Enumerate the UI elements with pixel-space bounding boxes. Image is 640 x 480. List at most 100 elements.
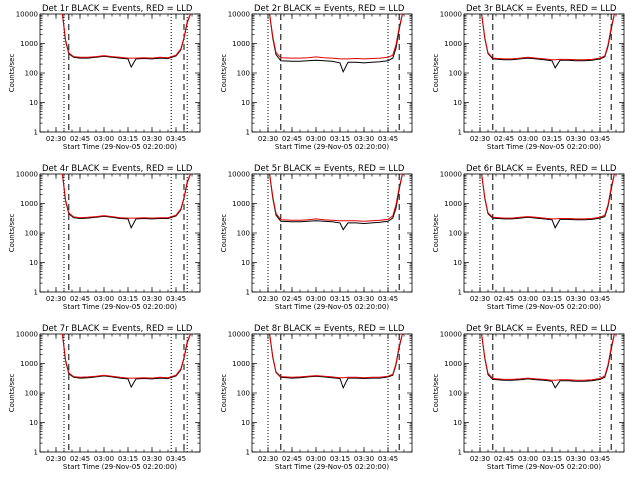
x-tick-label: 03:30 xyxy=(566,455,586,463)
y-tick-label: 10000 xyxy=(228,171,250,179)
y-tick-label: 10000 xyxy=(228,331,250,339)
y-tick-label: 10 xyxy=(241,259,250,267)
x-axis-label: Start Time (29-Nov-05 02:20:00) xyxy=(63,463,177,471)
detector-panel-5: Det 5r BLACK = Events, RED = LLD 1 10 100 10… xyxy=(220,164,413,311)
x-tick-label: 02:30 xyxy=(46,295,66,303)
x-tick-label: 02:30 xyxy=(470,455,490,463)
y-tick-label: 10000 xyxy=(16,171,38,179)
y-tick-label: 1000 xyxy=(232,200,250,208)
x-tick-label: 03:00 xyxy=(306,135,326,143)
detector-panel-7: Det 7r BLACK = Events, RED = LLD 1 10 100 10… xyxy=(8,324,201,471)
y-tick-label: 1000 xyxy=(444,360,462,368)
detector-panel-3: Det 3r BLACK = Events, RED = LLD 1 10 100 10… xyxy=(432,4,625,151)
x-tick-label: 03:45 xyxy=(590,295,610,303)
x-axis-label: Start Time (29-Nov-05 02:20:00) xyxy=(275,143,389,151)
x-tick-label: 03:15 xyxy=(542,455,562,463)
x-tick-label: 03:15 xyxy=(118,135,138,143)
y-tick-label: 1 xyxy=(458,449,462,457)
y-axis-label: Counts/sec xyxy=(220,214,228,253)
x-tick-label: 03:00 xyxy=(94,135,114,143)
y-tick-label: 10000 xyxy=(16,331,38,339)
x-tick-label: 02:45 xyxy=(282,135,302,143)
y-tick-label: 10 xyxy=(453,419,462,427)
chart-title: Det 4r BLACK = Events, RED = LLD xyxy=(42,164,193,174)
x-axis-label: Start Time (29-Nov-05 02:20:00) xyxy=(487,143,601,151)
events-series-line xyxy=(61,334,191,389)
x-tick-label: 03:30 xyxy=(566,135,586,143)
lld-series-line xyxy=(269,334,403,379)
x-tick-label: 03:00 xyxy=(518,295,538,303)
y-tick-label: 100 xyxy=(449,390,462,398)
y-tick-label: 10 xyxy=(241,419,250,427)
y-tick-label: 1 xyxy=(246,129,250,137)
y-tick-label: 1000 xyxy=(20,40,38,48)
y-tick-label: 100 xyxy=(449,230,462,238)
x-tick-label: 03:15 xyxy=(118,295,138,303)
y-axis-label: Counts/sec xyxy=(8,214,16,253)
detector-panel-8: Det 8r BLACK = Events, RED = LLD 1 10 100 10… xyxy=(220,324,413,471)
x-tick-label: 02:30 xyxy=(258,295,278,303)
y-tick-label: 10000 xyxy=(440,171,462,179)
x-tick-label: 02:45 xyxy=(70,295,90,303)
x-tick-label: 03:45 xyxy=(590,455,610,463)
y-tick-label: 1 xyxy=(458,129,462,137)
x-tick-label: 03:45 xyxy=(166,295,186,303)
x-tick-label: 03:30 xyxy=(142,135,162,143)
events-series-line xyxy=(269,334,403,390)
y-tick-label: 1000 xyxy=(232,360,250,368)
x-tick-label: 03:30 xyxy=(142,455,162,463)
plot-frame xyxy=(463,173,625,293)
x-tick-label: 03:00 xyxy=(518,135,538,143)
x-tick-label: 03:45 xyxy=(166,455,186,463)
y-tick-label: 10000 xyxy=(440,11,462,19)
chart-title: Det 3r BLACK = Events, RED = LLD xyxy=(466,4,617,14)
x-axis-label: Start Time (29-Nov-05 02:20:00) xyxy=(63,303,177,311)
x-axis-label: Start Time (29-Nov-05 02:20:00) xyxy=(487,303,601,311)
chart-title: Det 2r BLACK = Events, RED = LLD xyxy=(254,4,405,14)
y-tick-label: 100 xyxy=(25,390,38,398)
x-tick-label: 02:30 xyxy=(258,135,278,143)
lld-series-line xyxy=(61,174,191,219)
y-tick-label: 10 xyxy=(453,99,462,107)
y-axis-label: Counts/sec xyxy=(432,54,440,93)
y-tick-label: 100 xyxy=(449,70,462,78)
plot-frame xyxy=(251,333,413,453)
y-tick-label: 1 xyxy=(34,289,38,297)
x-axis-label: Start Time (29-Nov-05 02:20:00) xyxy=(275,463,389,471)
y-axis-label: Counts/sec xyxy=(8,374,16,413)
x-tick-label: 03:30 xyxy=(354,295,374,303)
chart-title: Det 1r BLACK = Events, RED = LLD xyxy=(42,4,193,14)
x-tick-label: 02:45 xyxy=(70,135,90,143)
lld-series-line xyxy=(269,14,403,60)
events-series-line xyxy=(269,174,403,231)
x-tick-label: 03:45 xyxy=(166,135,186,143)
y-axis-label: Counts/sec xyxy=(220,374,228,413)
y-tick-label: 100 xyxy=(237,230,250,238)
x-tick-label: 03:30 xyxy=(142,295,162,303)
events-series-line xyxy=(481,334,615,389)
y-axis-label: Counts/sec xyxy=(432,374,440,413)
x-tick-label: 02:45 xyxy=(494,135,514,143)
events-series-line xyxy=(269,14,403,74)
x-tick-label: 02:45 xyxy=(70,455,90,463)
x-tick-label: 03:15 xyxy=(330,455,350,463)
chart-title: Det 9r BLACK = Events, RED = LLD xyxy=(466,324,617,334)
lld-series-line xyxy=(61,334,191,379)
plot-frame xyxy=(251,13,413,133)
events-series-line xyxy=(481,174,615,229)
x-tick-label: 03:15 xyxy=(118,455,138,463)
y-tick-label: 1000 xyxy=(444,40,462,48)
x-tick-label: 03:00 xyxy=(518,455,538,463)
x-tick-label: 03:15 xyxy=(330,295,350,303)
x-tick-label: 03:15 xyxy=(542,135,562,143)
lld-series-line xyxy=(269,174,403,222)
chart-title: Det 8r BLACK = Events, RED = LLD xyxy=(254,324,405,334)
y-tick-label: 1 xyxy=(246,449,250,457)
detector-panel-9: Det 9r BLACK = Events, RED = LLD 1 10 100 10… xyxy=(432,324,625,471)
lld-series-line xyxy=(481,14,615,61)
y-tick-label: 100 xyxy=(237,70,250,78)
y-axis-label: Counts/sec xyxy=(8,54,16,93)
y-tick-label: 1000 xyxy=(20,200,38,208)
x-tick-label: 03:45 xyxy=(378,135,398,143)
y-tick-label: 100 xyxy=(25,230,38,238)
